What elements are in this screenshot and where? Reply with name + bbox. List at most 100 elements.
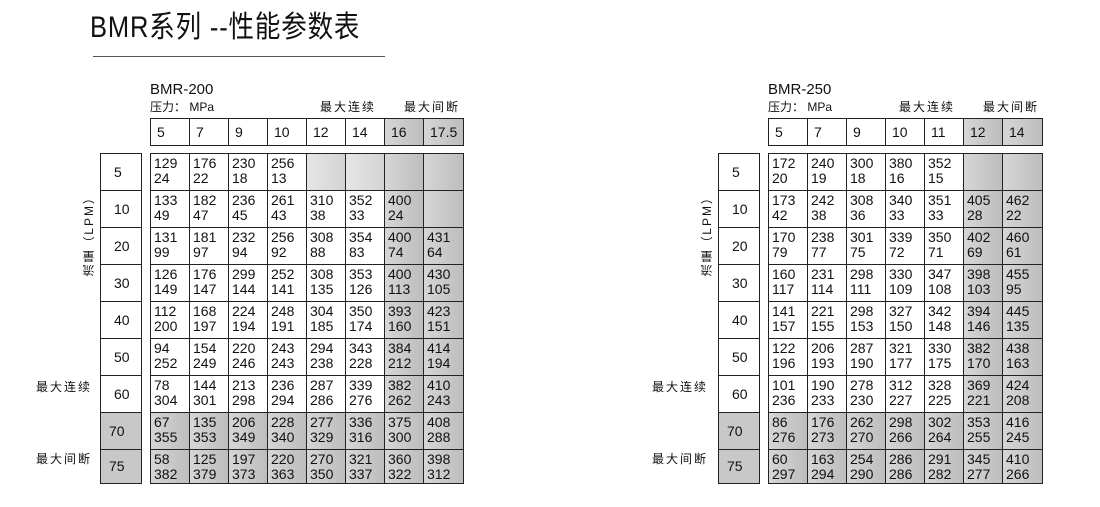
speed-value: 394 bbox=[967, 303, 991, 319]
torque-value: 135 bbox=[1006, 318, 1030, 334]
title-divider bbox=[93, 56, 385, 57]
data-cell: 369 221 bbox=[964, 376, 1003, 412]
data-cell: 112 200 bbox=[151, 302, 190, 338]
flow-label-cell: 20 bbox=[719, 228, 759, 265]
speed-value: 339 bbox=[889, 229, 913, 245]
data-cell: 416 245 bbox=[1003, 413, 1042, 449]
data-cell: 286 286 bbox=[886, 450, 925, 483]
speed-value: 308 bbox=[850, 192, 874, 208]
table-row: 112 200 168 197 224 194 248 191 304 185 350 174 393 1… bbox=[151, 302, 463, 339]
speed-value: 125 bbox=[193, 451, 217, 467]
torque-value: 16 bbox=[889, 170, 905, 186]
torque-value: 88 bbox=[310, 244, 326, 260]
data-cell: 131 99 bbox=[151, 228, 190, 264]
pressure-header-row: 5 7 9 10 11 12 14 bbox=[768, 118, 1043, 146]
data-cell: 190 233 bbox=[808, 376, 847, 412]
speed-value: 345 bbox=[967, 451, 991, 467]
speed-value: 270 bbox=[310, 451, 334, 467]
torque-value: 298 bbox=[232, 392, 256, 408]
torque-value: 45 bbox=[232, 207, 248, 223]
data-cell: 339 276 bbox=[346, 376, 385, 412]
data-cell: 278 230 bbox=[847, 376, 886, 412]
speed-value: 190 bbox=[811, 377, 835, 393]
speed-value: 430 bbox=[427, 266, 451, 282]
speed-value: 238 bbox=[811, 229, 835, 245]
data-cell: 328 225 bbox=[925, 376, 964, 412]
model-name: BMR-200 bbox=[150, 81, 214, 98]
data-cell: 60 297 bbox=[769, 450, 808, 483]
torque-value: 212 bbox=[388, 355, 412, 371]
torque-value: 252 bbox=[154, 355, 178, 371]
pressure-header-cell: 14 bbox=[346, 119, 385, 145]
speed-value: 112 bbox=[154, 303, 177, 319]
data-cell: 299 144 bbox=[229, 265, 268, 301]
data-cell: 330 109 bbox=[886, 265, 925, 301]
speed-value: 240 bbox=[811, 155, 835, 171]
data-cell: 339 72 bbox=[886, 228, 925, 264]
data-cell bbox=[385, 154, 424, 190]
data-cell: 408 288 bbox=[424, 413, 463, 449]
torque-value: 264 bbox=[928, 429, 952, 445]
torque-value: 282 bbox=[928, 466, 952, 482]
table-row: 173 42 242 38 308 36 340 33 351 33 405 28 462 22 bbox=[769, 191, 1042, 228]
speed-value: 339 bbox=[349, 377, 373, 393]
data-cell: 197 373 bbox=[229, 450, 268, 483]
torque-value: 243 bbox=[271, 355, 295, 371]
speed-value: 135 bbox=[193, 414, 217, 430]
data-cell: 327 150 bbox=[886, 302, 925, 338]
torque-value: 111 bbox=[850, 281, 872, 297]
speed-value: 221 bbox=[811, 303, 835, 319]
torque-value: 24 bbox=[388, 207, 404, 223]
speed-value: 414 bbox=[427, 340, 451, 356]
data-cell: 393 160 bbox=[385, 302, 424, 338]
speed-value: 398 bbox=[427, 451, 451, 467]
torque-value: 190 bbox=[850, 355, 874, 371]
torque-value: 150 bbox=[889, 318, 913, 334]
data-cell: 230 18 bbox=[229, 154, 268, 190]
speed-value: 224 bbox=[232, 303, 256, 319]
torque-value: 270 bbox=[850, 429, 874, 445]
speed-value: 321 bbox=[349, 451, 373, 467]
speed-value: 408 bbox=[427, 414, 451, 430]
speed-value: 445 bbox=[1006, 303, 1030, 319]
column-max-intermittent-label: 最大间断 bbox=[983, 100, 1040, 114]
table-row: 86 276 176 273 262 270 298 266 302 264 353 255 416 24… bbox=[769, 413, 1042, 450]
speed-value: 382 bbox=[388, 377, 412, 393]
speed-value: 277 bbox=[310, 414, 334, 430]
speed-value: 402 bbox=[967, 229, 991, 245]
torque-value: 135 bbox=[310, 281, 334, 297]
speed-value: 410 bbox=[1006, 451, 1030, 467]
torque-value: 75 bbox=[850, 244, 866, 260]
torque-value: 286 bbox=[889, 466, 913, 482]
flow-label-cell: 60 bbox=[719, 376, 759, 413]
data-cell: 398 312 bbox=[424, 450, 463, 483]
data-cell: 220 363 bbox=[268, 450, 307, 483]
speed-value: 94 bbox=[154, 340, 170, 356]
torque-value: 77 bbox=[811, 244, 827, 260]
data-cell: 304 185 bbox=[307, 302, 346, 338]
data-cell: 181 97 bbox=[190, 228, 229, 264]
flow-label-cell: 5 bbox=[101, 154, 141, 191]
data-cell: 168 197 bbox=[190, 302, 229, 338]
pressure-header-cell: 17.5 bbox=[424, 119, 463, 145]
speed-value: 181 bbox=[193, 229, 217, 245]
torque-value: 92 bbox=[271, 244, 287, 260]
speed-value: 301 bbox=[850, 229, 874, 245]
row-max-continuous-label: 最大连续 bbox=[652, 380, 709, 394]
data-cell: 173 42 bbox=[769, 191, 808, 227]
torque-value: 28 bbox=[967, 207, 983, 223]
speed-value: 60 bbox=[772, 451, 788, 467]
speed-value: 360 bbox=[388, 451, 412, 467]
speed-value: 304 bbox=[310, 303, 334, 319]
data-cell: 398 103 bbox=[964, 265, 1003, 301]
data-cell: 213 298 bbox=[229, 376, 268, 412]
torque-value: 363 bbox=[271, 466, 295, 482]
data-cell: 414 194 bbox=[424, 339, 463, 375]
torque-value: 225 bbox=[928, 392, 952, 408]
data-cell: 243 243 bbox=[268, 339, 307, 375]
speed-value: 133 bbox=[154, 192, 178, 208]
speed-value: 256 bbox=[271, 229, 295, 245]
speed-value: 343 bbox=[349, 340, 373, 356]
data-cell: 308 135 bbox=[307, 265, 346, 301]
data-cell: 308 88 bbox=[307, 228, 346, 264]
